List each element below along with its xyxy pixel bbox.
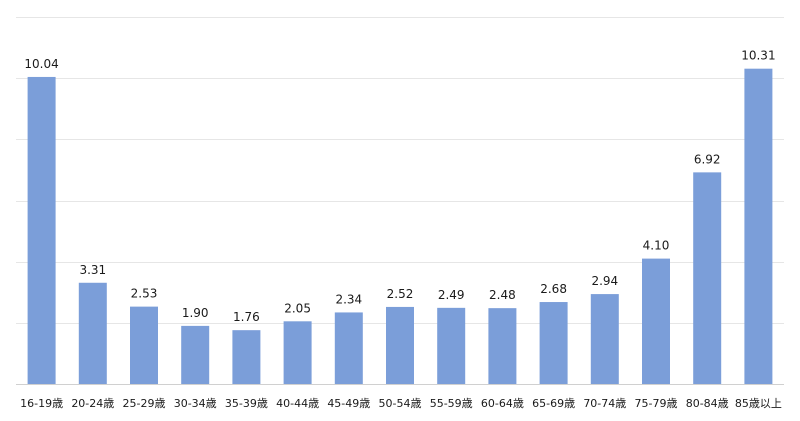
bar-10 (539, 302, 568, 384)
bar-9 (488, 308, 517, 384)
x-tick-label-13: 80-84歳 (686, 397, 729, 410)
x-tick-label-10: 65-69歳 (532, 397, 575, 410)
x-tick-label-2: 25-29歳 (123, 397, 166, 410)
data-label-2: 2.53 (131, 287, 158, 301)
x-tick-label-0: 16-19歳 (20, 397, 63, 410)
data-label-9: 2.48 (489, 288, 516, 302)
bar-4 (232, 330, 261, 384)
data-label-10: 2.68 (540, 282, 567, 296)
bar-5 (283, 321, 312, 384)
data-label-6: 2.34 (335, 292, 362, 306)
data-label-11: 2.94 (591, 274, 618, 288)
x-tick-label-14: 85歳以上 (735, 397, 782, 410)
x-tick-label-1: 20-24歳 (71, 397, 114, 410)
x-tick-label-3: 30-34歳 (174, 397, 217, 410)
x-tick-label-6: 45-49歳 (327, 397, 370, 410)
data-label-7: 2.52 (387, 287, 414, 301)
x-tick-label-11: 70-74歳 (583, 397, 626, 410)
data-label-3: 1.90 (182, 306, 209, 320)
x-axis-tick-labels: 16-19歳 20-24歳 25-29歳 30-34歳 35-39歳 40-44歳 45-4… (20, 397, 782, 410)
data-label-0: 10.04 (24, 57, 58, 71)
data-label-1: 3.31 (79, 263, 106, 277)
x-tick-label-8: 55-59歳 (430, 397, 473, 410)
data-labels: 10.04 3.31 2.53 1.90 1.76 2.05 2.34 2.52 2.49 2.4… (24, 49, 775, 324)
data-label-12: 4.10 (643, 239, 670, 253)
bar-11 (590, 294, 619, 384)
x-tick-label-9: 60-64歳 (481, 397, 524, 410)
bar-2 (130, 306, 158, 384)
data-label-14: 10.31 (741, 49, 775, 63)
bars (27, 68, 773, 385)
bar-12 (642, 258, 670, 384)
bar-6 (334, 312, 363, 384)
x-tick-label-5: 40-44歳 (276, 397, 319, 410)
bar-8 (437, 307, 466, 384)
bar-14 (744, 68, 773, 384)
bar-3 (181, 325, 210, 384)
x-tick-label-7: 50-54歳 (379, 397, 422, 410)
bar-13 (693, 172, 722, 384)
bar-0 (27, 76, 56, 385)
bar-7 (386, 306, 414, 384)
bar-1 (78, 282, 107, 384)
data-label-5: 2.05 (284, 301, 311, 315)
data-label-8: 2.49 (438, 288, 465, 302)
data-label-4: 1.76 (233, 310, 260, 324)
data-label-13: 6.92 (694, 152, 721, 166)
x-tick-label-4: 35-39歳 (225, 397, 268, 410)
x-tick-label-12: 75-79歳 (635, 397, 678, 410)
